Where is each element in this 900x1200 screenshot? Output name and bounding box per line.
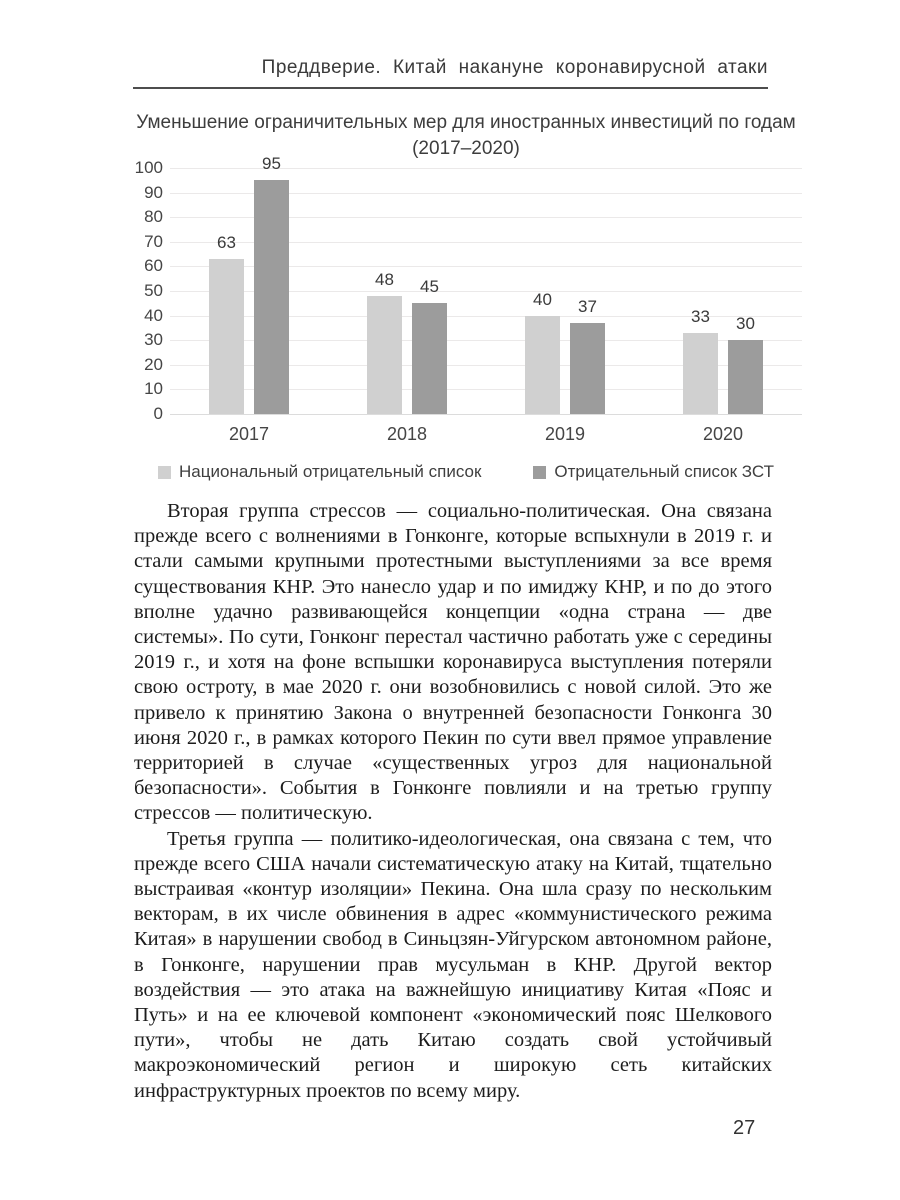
x-tick-label: 2017 — [228, 424, 270, 444]
y-tick-label: 50 — [144, 281, 163, 300]
chart-subtitle: (2017–2020) — [412, 138, 520, 159]
body-text: Вторая группа стрессов — социально-полит… — [134, 499, 772, 1104]
legend-item: Национальный отрицательный список — [158, 462, 481, 482]
legend-item: Отрицательный список ЗСТ — [533, 462, 774, 482]
bar-2017-fta-list — [254, 180, 289, 414]
bar-value-label: 33 — [691, 306, 710, 326]
bar-2019-national-list — [525, 315, 560, 414]
y-tick-label: 80 — [144, 207, 163, 227]
bar-2019-fta-list — [570, 322, 605, 414]
chart-body: 0 10 20 30 40 50 60 70 80 90 100 63 95 48 45 40 37 33 30 — [130, 154, 802, 423]
bar-value-label: 45 — [420, 277, 439, 297]
legend-label: Национальный отрицательный список — [179, 462, 482, 481]
gridline — [170, 168, 802, 169]
bar-2017-national-list — [209, 259, 244, 414]
gridline — [170, 266, 802, 268]
y-tick-label: 40 — [144, 305, 163, 325]
y-tick-label: 0 — [153, 404, 163, 423]
y-tick-label: 90 — [144, 182, 163, 202]
bar-value-label: 95 — [262, 154, 281, 174]
chart-title: Уменьшение ограничительных мер для иност… — [136, 112, 796, 133]
y-tick-label: 60 — [144, 256, 163, 276]
bar-value-label: 30 — [736, 314, 755, 334]
chart-legend: Национальный отрицательный список Отрицат… — [130, 462, 802, 482]
gridline — [170, 217, 802, 219]
bar-value-label: 40 — [533, 289, 552, 309]
x-tick-label: 2020 — [702, 424, 744, 444]
y-tick-label: 10 — [144, 379, 163, 399]
header-rule — [133, 87, 768, 89]
bar-2018-national-list — [367, 295, 402, 414]
bar-value-label: 48 — [375, 269, 394, 289]
gridline — [170, 340, 802, 342]
y-tick-label: 100 — [134, 158, 163, 177]
bar-chart: Уменьшение ограничительных мер для иност… — [130, 106, 802, 482]
gridline — [170, 291, 802, 292]
gridline — [170, 364, 802, 366]
x-axis: 2017 2018 2019 2020 — [170, 424, 802, 450]
gridline — [170, 192, 802, 194]
plot-area: 63 95 48 45 40 37 33 30 — [170, 154, 802, 415]
gridline — [170, 414, 802, 415]
bar-value-label: 37 — [578, 296, 597, 316]
bar-2018-fta-list — [412, 303, 447, 414]
y-tick-label: 30 — [144, 330, 163, 350]
x-tick-label: 2019 — [544, 424, 586, 444]
running-header: Преддверие. Китай накануне коронавирусно… — [261, 57, 768, 78]
x-tick-label: 2018 — [386, 424, 428, 444]
y-tick-label: 70 — [144, 231, 163, 251]
legend-marker-icon — [158, 465, 172, 479]
legend-marker-icon — [533, 465, 547, 479]
bar-value-label: 63 — [217, 233, 236, 253]
paragraph-third-stress-group: Третья группа — политико-идеологическая,… — [134, 827, 772, 1102]
gridline — [170, 389, 802, 391]
paragraph-second-stress-group: Вторая группа стрессов — социально-полит… — [134, 500, 772, 825]
gridline — [170, 241, 802, 243]
legend-label: Отрицательный список ЗСТ — [554, 462, 774, 481]
page-number: 27 — [733, 1117, 756, 1139]
bar-2020-fta-list — [728, 340, 763, 414]
y-axis: 0 10 20 30 40 50 60 70 80 90 100 — [130, 158, 170, 423]
gridline — [170, 315, 802, 317]
bar-2020-national-list — [683, 332, 718, 414]
y-tick-label: 20 — [144, 354, 163, 374]
